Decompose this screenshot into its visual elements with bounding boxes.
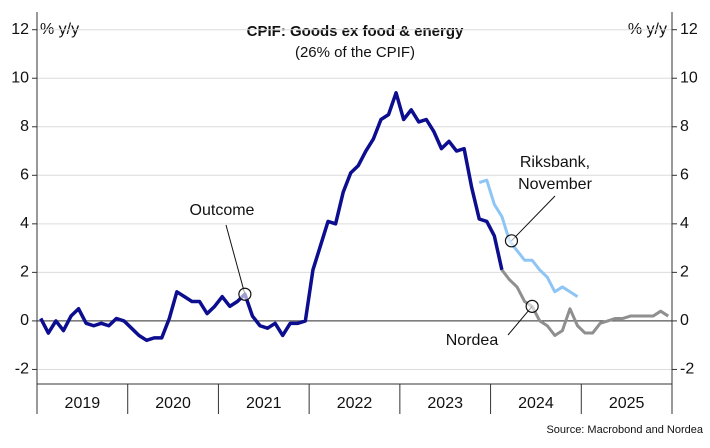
y-tick-label: 12 [11,21,29,38]
y-tick-label: 4 [20,215,29,232]
y2-tick-label: 10 [680,69,698,86]
annotation: Outcome [190,202,255,219]
highlight-point [525,299,539,313]
y2-tick-label: -2 [680,361,694,378]
chart-title: CPIF: Goods ex food & energy [247,23,464,40]
x-tick-label: 2021 [246,395,282,412]
annotation: November [518,176,592,193]
leader-line [225,224,246,295]
y-tick-label: 2 [20,264,29,281]
y-tick-label: 6 [20,167,29,184]
highlight-point [238,287,252,301]
x-tick-label: 2024 [518,395,554,412]
y2-tick-label: 6 [680,167,689,184]
series-line [478,178,579,298]
y-tick-label: -2 [15,361,29,378]
y-tick-label: 0 [20,312,29,329]
x-tick-label: 2022 [337,395,373,412]
chart-subtitle: (26% of the CPIF) [295,44,415,61]
source: Source: Macrobond and Nordea [546,424,703,436]
x-tick-label: 2023 [427,395,463,412]
x-tick-label: 2025 [609,395,645,412]
x-tick-label: 2019 [65,395,101,412]
y2-tick-label: 4 [680,215,689,232]
y-tick-label: 8 [20,118,29,135]
y2-tick-label: 12 [680,21,698,38]
y2-tick-label: 2 [680,264,689,281]
y2-tick-label: 0 [680,312,689,329]
highlight-point [504,234,519,248]
leader-line [511,195,556,242]
y-tick-label: 10 [11,69,29,86]
annotation: Nordea [446,332,499,349]
annotation: Riksbank, [520,154,590,171]
series-line [39,91,504,343]
y2-tick-label: 8 [680,118,689,135]
x-tick-label: 2020 [155,395,191,412]
